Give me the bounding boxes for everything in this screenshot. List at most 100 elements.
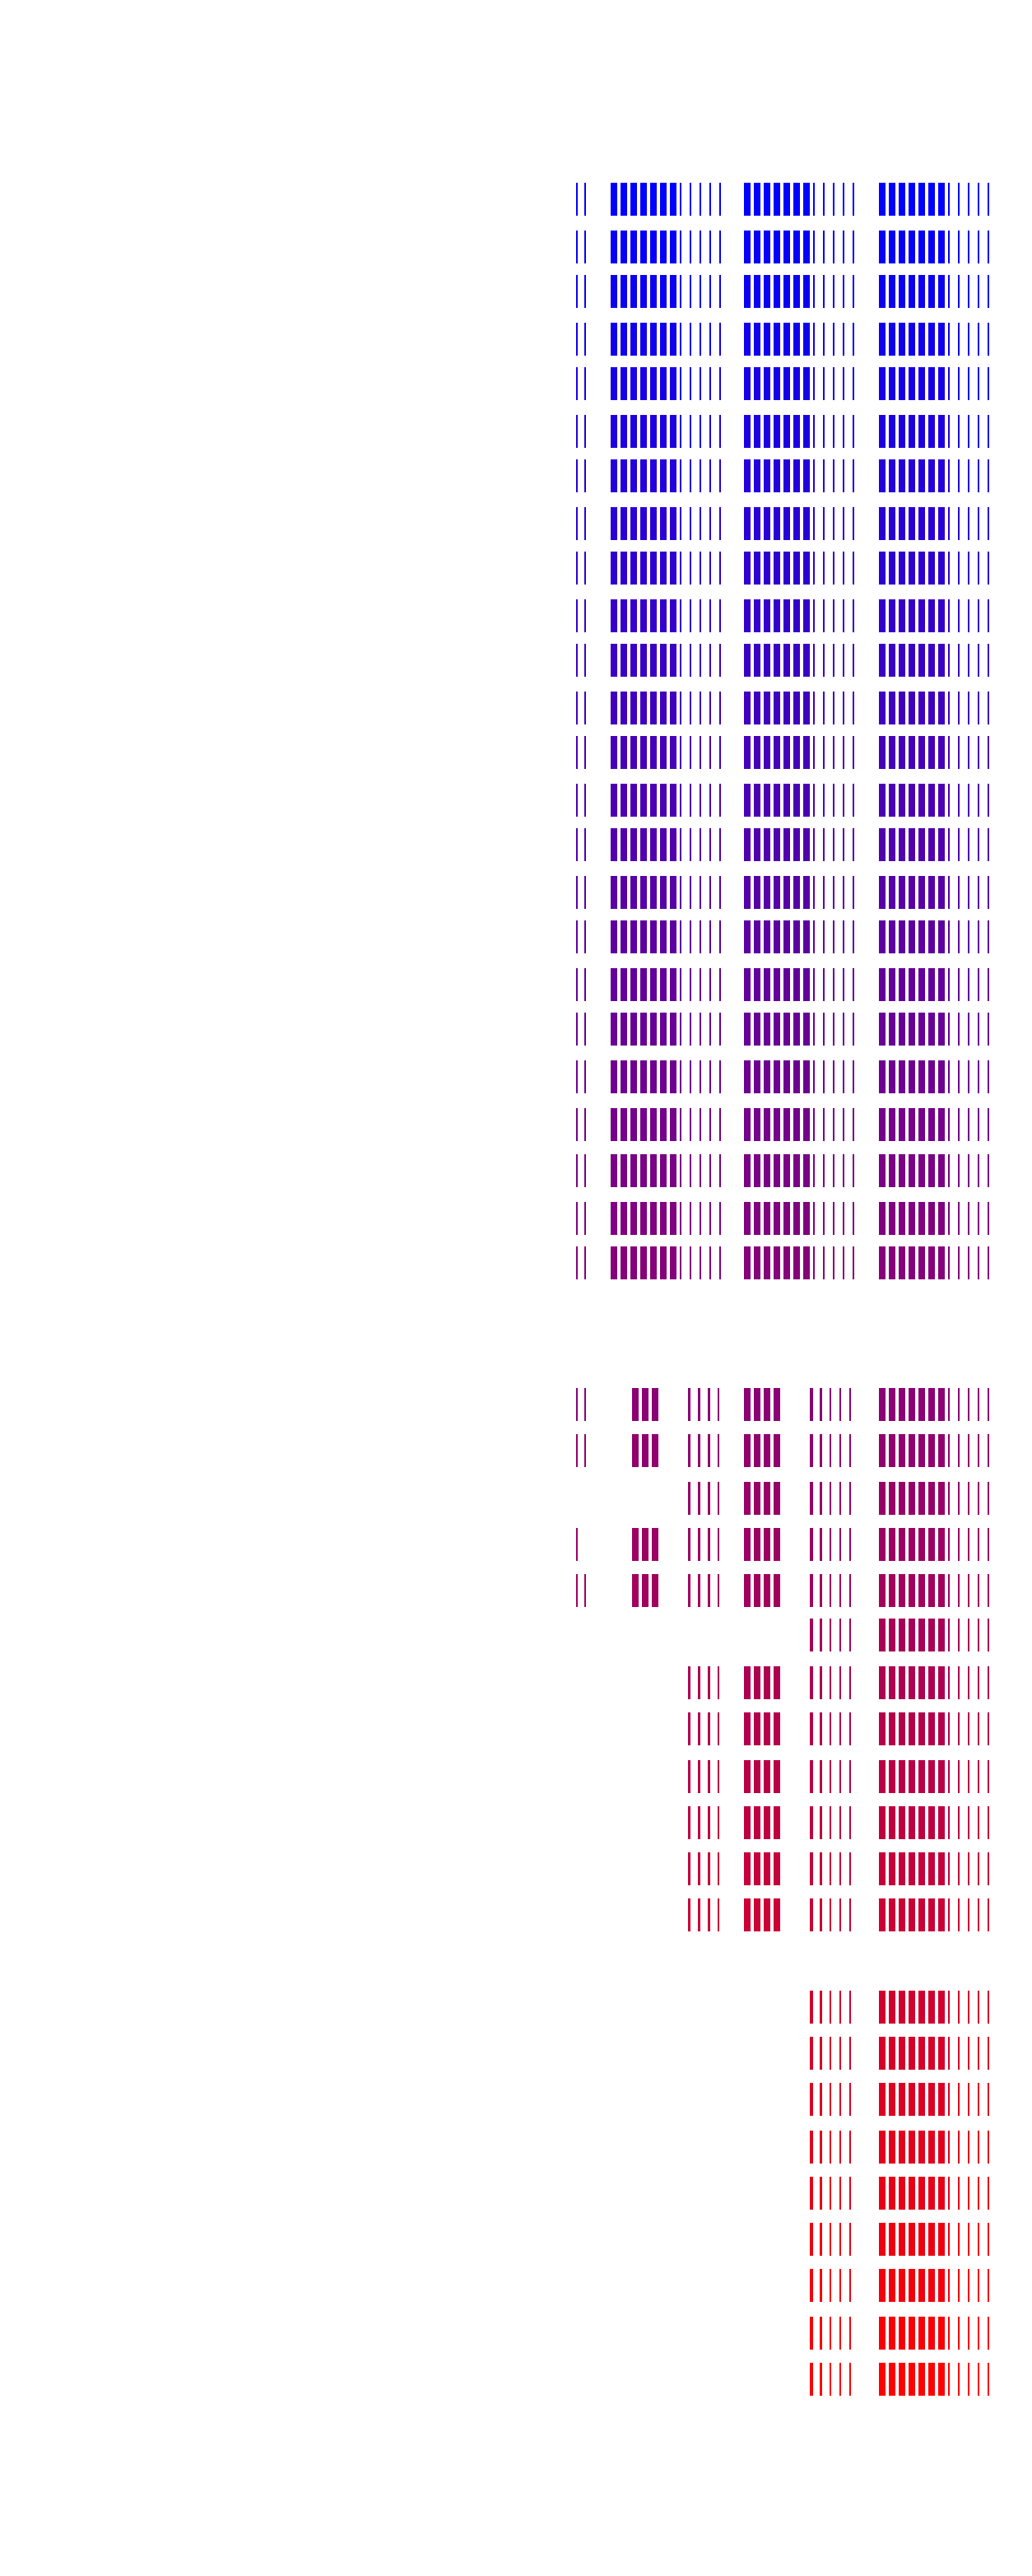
bar-stripe xyxy=(709,507,711,540)
bar-stripe xyxy=(899,1482,905,1515)
bar-stripe xyxy=(774,507,780,540)
bar-stripe xyxy=(650,231,657,263)
bar-stripe xyxy=(823,183,825,216)
bar-stripe xyxy=(899,231,905,263)
bar-stripe xyxy=(928,1013,935,1046)
bar-stripe xyxy=(754,736,760,769)
bar-stripe xyxy=(978,507,979,540)
bar-stripe xyxy=(889,920,895,953)
bar-stripe xyxy=(918,599,925,632)
bar-stripe xyxy=(843,415,844,448)
bar-stripe xyxy=(803,1202,810,1235)
bar-stripe xyxy=(938,2363,945,2396)
bar-stripe xyxy=(718,1852,719,1885)
bar-stripe xyxy=(830,2363,831,2396)
bar-stripe xyxy=(938,1619,945,1651)
bar-stripe xyxy=(948,2269,950,2302)
bar-stripe xyxy=(744,599,751,632)
bar-stripe xyxy=(754,968,760,1001)
bar-stripe xyxy=(833,183,834,216)
bar-stripe xyxy=(849,2317,851,2350)
bar-stripe xyxy=(744,275,751,308)
bar-stripe xyxy=(899,183,905,216)
bar-stripe xyxy=(823,275,825,308)
bar-stripe xyxy=(754,1388,760,1421)
bar-stripe xyxy=(988,784,989,817)
bar-stripe xyxy=(718,1574,719,1607)
bar-stripe xyxy=(909,1154,915,1187)
bar-stripe xyxy=(774,1760,780,1793)
bar-stripe xyxy=(978,1760,979,1793)
bar-stripe xyxy=(928,1574,935,1607)
bar-stripe xyxy=(948,1666,950,1699)
bar-stripe xyxy=(642,1574,648,1607)
bar-stripe xyxy=(889,231,895,263)
bar-stripe xyxy=(928,876,935,909)
bar-stripe xyxy=(948,415,950,448)
bar-stripe xyxy=(879,1202,886,1235)
bar-stripe xyxy=(584,275,586,308)
bar-stripe xyxy=(680,968,681,1001)
bar-stripe xyxy=(774,599,780,632)
bar-stripe xyxy=(640,552,647,585)
bar-stripe xyxy=(670,1108,676,1141)
bar-stripe xyxy=(909,1528,915,1561)
bar-stripe xyxy=(783,275,790,308)
bar-stripe xyxy=(948,692,950,724)
bar-stripe xyxy=(764,828,770,861)
bar-stripe xyxy=(690,1013,691,1046)
bar-stripe xyxy=(843,876,844,909)
bar-stripe xyxy=(839,1991,841,2024)
bar-stripe xyxy=(879,1806,886,1839)
bar-stripe xyxy=(968,323,969,356)
bar-stripe xyxy=(839,2131,841,2164)
bar-stripe xyxy=(833,784,834,817)
bar-stripe xyxy=(764,692,770,724)
bar-stripe xyxy=(698,1528,700,1561)
bar-stripe xyxy=(584,1108,586,1141)
bar-stripe xyxy=(948,1202,950,1235)
bar-stripe xyxy=(709,736,711,769)
bar-stripe xyxy=(889,2083,895,2116)
bar-stripe xyxy=(793,415,800,448)
bar-stripe xyxy=(909,2269,915,2302)
bar-stripe xyxy=(744,1574,751,1607)
bar-stripe xyxy=(988,2177,989,2210)
bar-stripe xyxy=(938,1108,945,1141)
bar-stripe xyxy=(700,552,701,585)
bar-stripe xyxy=(709,828,711,861)
bar-stripe xyxy=(719,275,721,308)
bar-stripe xyxy=(650,1060,657,1093)
bar-stripe xyxy=(909,1898,915,1931)
bar-stripe xyxy=(978,784,979,817)
bar-stripe xyxy=(899,415,905,448)
bar-stripe xyxy=(958,968,960,1001)
bar-stripe xyxy=(810,2131,813,2164)
bar-stripe xyxy=(803,1108,810,1141)
bar-stripe xyxy=(754,692,760,724)
bar-stripe xyxy=(700,828,701,861)
bar-stripe xyxy=(843,828,844,861)
bar-stripe xyxy=(709,552,711,585)
bar-stripe xyxy=(820,1482,822,1515)
bar-stripe xyxy=(793,1108,800,1141)
bar-stripe xyxy=(889,2177,895,2210)
bar-stripe xyxy=(709,692,711,724)
bar-stripe xyxy=(889,1852,895,1885)
bar-stripe xyxy=(958,1388,960,1421)
bar-stripe xyxy=(793,323,800,356)
bar-stripe xyxy=(783,459,790,492)
bar-stripe xyxy=(680,275,681,308)
bar-stripe xyxy=(899,2363,905,2396)
bar-stripe xyxy=(820,1666,822,1699)
bar-stripe xyxy=(968,2223,969,2256)
bar-stripe xyxy=(630,784,637,817)
bar-stripe xyxy=(754,231,760,263)
bar-stripe xyxy=(938,552,945,585)
bar-stripe xyxy=(843,1108,844,1141)
bar-stripe xyxy=(764,876,770,909)
bar-stripe xyxy=(630,968,637,1001)
bar-stripe xyxy=(621,1154,627,1187)
bar-stripe xyxy=(988,1013,989,1046)
